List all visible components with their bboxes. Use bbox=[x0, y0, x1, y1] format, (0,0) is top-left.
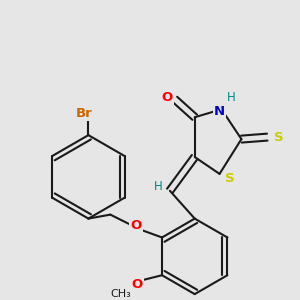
Text: H: H bbox=[154, 180, 162, 193]
Text: S: S bbox=[225, 172, 234, 185]
Text: N: N bbox=[214, 105, 225, 118]
Text: O: O bbox=[161, 91, 172, 104]
Text: Br: Br bbox=[76, 107, 93, 120]
Text: H: H bbox=[227, 91, 236, 104]
Text: O: O bbox=[130, 219, 142, 232]
Text: CH₃: CH₃ bbox=[110, 289, 131, 299]
Text: S: S bbox=[274, 130, 284, 144]
Text: O: O bbox=[131, 278, 143, 291]
